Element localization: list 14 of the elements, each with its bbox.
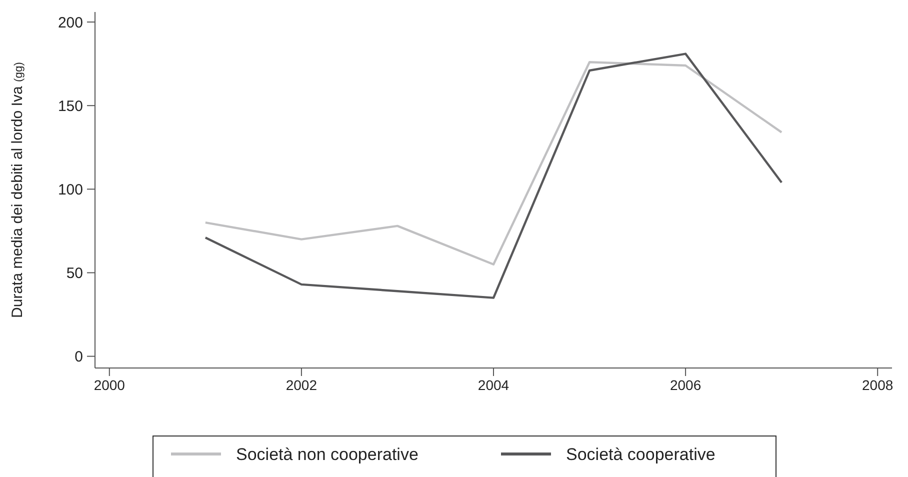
x-tick-label: 2000	[94, 377, 126, 393]
x-tick-label: 2002	[286, 377, 318, 393]
line-series	[204, 61, 783, 266]
y-tick-label: 50	[66, 264, 83, 282]
y-tick-label: 200	[58, 14, 83, 32]
y-tick-label: 150	[58, 98, 83, 115]
y-tick-label: 100	[58, 181, 83, 198]
line-series	[204, 52, 783, 299]
y-tick-label: 0	[74, 348, 83, 366]
x-tick-label: 2004	[478, 377, 510, 393]
legend-label: Società cooperative	[566, 444, 716, 464]
x-tick-label: 2008	[862, 377, 894, 393]
legend-label: Società non cooperative	[236, 444, 418, 464]
x-tick-label: 2006	[670, 377, 702, 393]
